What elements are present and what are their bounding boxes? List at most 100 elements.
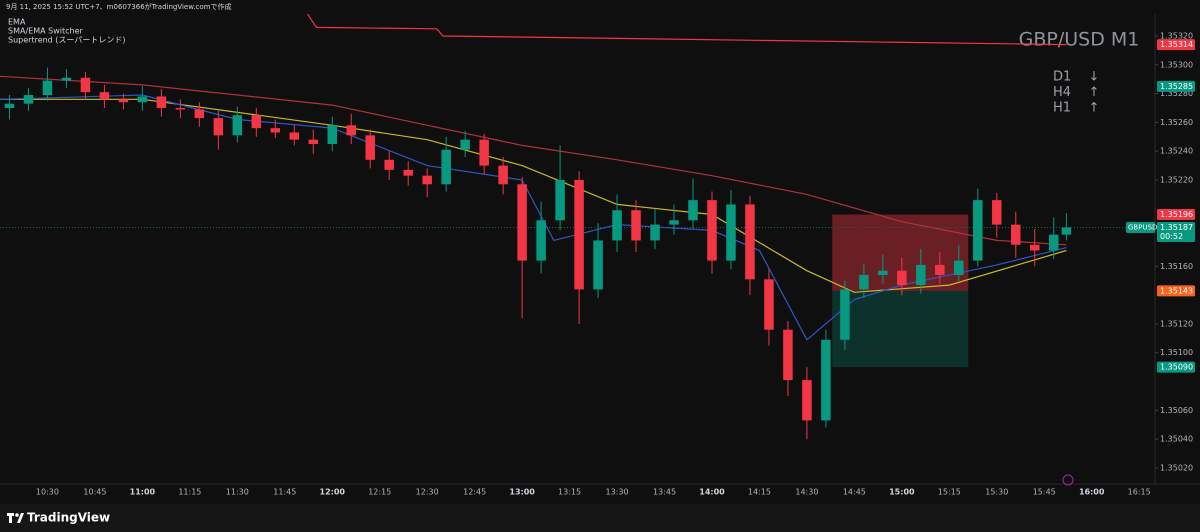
candle-body (346, 125, 356, 136)
price-marker (1157, 209, 1195, 221)
x-tick-label: 13:30 (606, 488, 629, 497)
candle-body (42, 80, 53, 96)
candle-body (441, 149, 451, 185)
candle-body (403, 169, 413, 176)
x-tick-label: 15:15 (938, 488, 961, 497)
candle-body (650, 224, 660, 241)
candle-body (365, 135, 375, 160)
indicator-line (0, 75, 1067, 246)
candle-body (498, 165, 508, 185)
candle-body (688, 200, 698, 221)
x-tick-label: 15:30 (985, 488, 1008, 497)
candle-body (61, 77, 72, 81)
candle-body (916, 264, 926, 286)
candle-body (935, 264, 945, 275)
candle-body (23, 95, 34, 104)
candle-body (1011, 224, 1021, 245)
header-attribution: 9月 11, 2025 15:52 UTC+7、m0607366がTrading… (6, 2, 232, 11)
price-marker (1157, 285, 1195, 297)
x-tick-label: 12:45 (463, 488, 486, 497)
footer-brand: TradingView (27, 511, 110, 525)
y-tick-label: 1.35220 (1160, 175, 1193, 184)
price-marker-label: 1.35090 (1160, 363, 1193, 372)
y-tick-label: 1.35120 (1160, 319, 1193, 328)
candle-body (156, 96, 167, 108)
candle-body (745, 204, 755, 280)
candle-body (289, 132, 300, 140)
candle-body (1048, 234, 1059, 251)
x-tick-label: 12:30 (416, 488, 439, 497)
trend-direction: ↓ (1089, 70, 1100, 85)
candle-body (327, 125, 338, 144)
x-tick-label: 12:00 (320, 488, 346, 497)
y-tick-label: 1.35100 (1160, 348, 1193, 357)
x-tick-label: 13:45 (653, 488, 676, 497)
x-tick-label: 16:00 (1079, 488, 1105, 497)
last-price-marker (1157, 221, 1195, 242)
candle-body (422, 175, 432, 185)
y-tick-label: 1.35040 (1160, 435, 1193, 444)
legend-entry: Supertrend (スーパートレンド) (8, 36, 125, 45)
x-tick-label: 12:15 (368, 488, 391, 497)
position-target-zone (832, 290, 969, 368)
x-tick-label: 16:15 (1128, 488, 1151, 497)
footer-bar (0, 504, 1200, 532)
y-tick-label: 1.35060 (1160, 406, 1193, 415)
candle-body (118, 99, 129, 103)
x-tick-label: 14:30 (795, 488, 818, 497)
candle-body (137, 96, 148, 103)
candle-body (175, 107, 186, 110)
candle-body (574, 179, 584, 290)
candle-body (80, 77, 91, 93)
price-marker (1157, 80, 1195, 92)
last-symbol-tag (1126, 221, 1155, 233)
plot-area (0, 14, 1155, 440)
price-marker-label: 1.35314 (1160, 40, 1193, 49)
x-tick-label: 14:00 (699, 488, 725, 497)
indicator-line (306, 14, 1067, 46)
price-marker (1157, 39, 1195, 51)
trend-timeframe: H4 (1053, 85, 1071, 100)
x-tick-label: 11:30 (226, 488, 249, 497)
x-tick-label: 11:45 (273, 488, 296, 497)
last-price-label: 1.35187 (1160, 223, 1193, 232)
candle-body (973, 200, 983, 261)
candle-body (251, 115, 262, 129)
y-tick-label: 1.35280 (1160, 89, 1193, 98)
candle-body (4, 103, 15, 108)
candle-body (840, 289, 850, 340)
symbol-title: GBP/USD M1 (1019, 29, 1140, 51)
candle-body (308, 139, 319, 144)
candle-body (954, 260, 964, 275)
x-tick-label: 13:15 (558, 488, 581, 497)
candle-body (992, 200, 1002, 225)
candle-body (764, 279, 774, 330)
x-tick-label: 11:15 (178, 488, 201, 497)
footer-logo (7, 513, 24, 523)
candle-body (517, 184, 527, 261)
price-marker-label: 1.35143 (1160, 286, 1193, 295)
trend-timeframe: H1 (1053, 101, 1071, 116)
candle-body (479, 139, 489, 166)
candle-body (897, 270, 907, 286)
candle-body (555, 179, 565, 221)
candle-body (536, 220, 546, 261)
candle-body (384, 159, 394, 170)
candle-body (99, 92, 110, 100)
x-tick-label: 14:45 (843, 488, 866, 497)
event-icon (1062, 474, 1074, 486)
countdown-label: 00:52 (1160, 232, 1183, 241)
x-tick-label: 10:30 (36, 488, 59, 497)
trend-direction: ↑ (1089, 101, 1100, 116)
price-marker (1157, 361, 1195, 373)
candle-body (878, 270, 888, 275)
trend-direction: ↑ (1089, 85, 1100, 100)
x-tick-label: 15:45 (1033, 488, 1056, 497)
x-tick-label: 10:45 (83, 488, 106, 497)
y-tick-label: 1.35160 (1160, 262, 1193, 271)
candle-body (1030, 244, 1040, 251)
x-tick-label: 13:00 (509, 488, 535, 497)
candle-body (194, 109, 205, 119)
